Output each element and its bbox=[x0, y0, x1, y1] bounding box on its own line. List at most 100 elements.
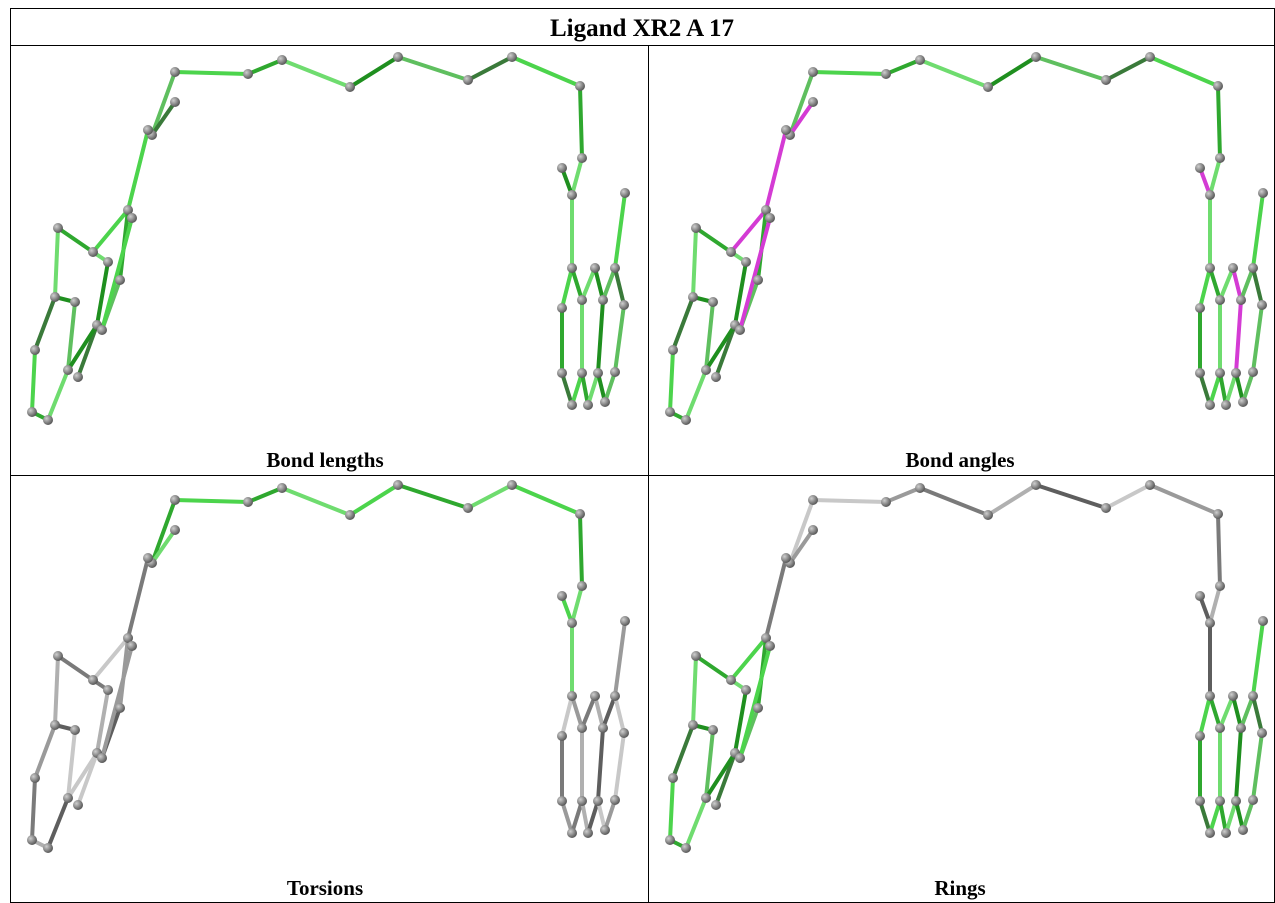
atom bbox=[1101, 503, 1111, 513]
bond bbox=[764, 128, 788, 212]
atom bbox=[915, 483, 925, 493]
bond bbox=[788, 498, 815, 565]
atom bbox=[243, 69, 253, 79]
atom bbox=[127, 213, 137, 223]
atom bbox=[1205, 190, 1215, 200]
atom bbox=[619, 728, 629, 738]
atom bbox=[808, 495, 818, 505]
atom bbox=[1248, 795, 1258, 805]
atom bbox=[1215, 368, 1225, 378]
bond bbox=[1148, 55, 1220, 88]
bond bbox=[280, 486, 352, 517]
bond bbox=[33, 723, 57, 780]
bond bbox=[704, 751, 737, 800]
atom bbox=[610, 691, 620, 701]
bond bbox=[570, 694, 584, 730]
atom bbox=[761, 205, 771, 215]
bond bbox=[1198, 799, 1212, 835]
atom bbox=[345, 82, 355, 92]
atom bbox=[590, 691, 600, 701]
atom bbox=[726, 247, 736, 257]
bond bbox=[1218, 799, 1228, 835]
atom bbox=[88, 675, 98, 685]
bond bbox=[33, 295, 57, 352]
bond bbox=[738, 216, 772, 332]
bond bbox=[1231, 266, 1243, 302]
bond bbox=[704, 323, 737, 372]
atom bbox=[983, 82, 993, 92]
atom bbox=[741, 257, 751, 267]
bond bbox=[1239, 266, 1255, 302]
bond bbox=[714, 751, 737, 807]
bond bbox=[613, 266, 626, 307]
atom bbox=[688, 720, 698, 730]
atom bbox=[1195, 303, 1205, 313]
atom bbox=[567, 263, 577, 273]
atom bbox=[726, 675, 736, 685]
atom bbox=[277, 55, 287, 65]
atom bbox=[600, 397, 610, 407]
atom bbox=[63, 365, 73, 375]
bond bbox=[580, 694, 597, 730]
bond bbox=[66, 300, 77, 372]
atom bbox=[1238, 825, 1248, 835]
atom bbox=[915, 55, 925, 65]
atom bbox=[50, 292, 60, 302]
atom bbox=[1205, 828, 1215, 838]
atom bbox=[557, 731, 567, 741]
atom bbox=[1213, 509, 1223, 519]
bond bbox=[596, 726, 605, 803]
atom bbox=[1257, 300, 1267, 310]
bond bbox=[684, 796, 708, 850]
bond bbox=[1218, 371, 1228, 407]
atom bbox=[1258, 188, 1268, 198]
atom bbox=[1205, 691, 1215, 701]
atom bbox=[701, 793, 711, 803]
atom bbox=[983, 510, 993, 520]
atom bbox=[463, 503, 473, 513]
bond bbox=[150, 528, 177, 565]
bond bbox=[1251, 619, 1265, 698]
bond bbox=[671, 723, 695, 780]
atom bbox=[507, 480, 517, 490]
atom bbox=[73, 800, 83, 810]
atom bbox=[1236, 295, 1246, 305]
bond bbox=[601, 266, 617, 302]
atom bbox=[567, 828, 577, 838]
bond bbox=[53, 654, 60, 727]
bond bbox=[126, 556, 150, 640]
atom bbox=[53, 651, 63, 661]
bond bbox=[671, 295, 695, 352]
atom bbox=[691, 651, 701, 661]
atom bbox=[1205, 618, 1215, 628]
bond bbox=[613, 191, 627, 270]
bond bbox=[246, 58, 284, 76]
atom bbox=[1231, 796, 1241, 806]
bond bbox=[76, 323, 99, 379]
atom bbox=[30, 773, 40, 783]
atom bbox=[668, 345, 678, 355]
atom bbox=[103, 257, 113, 267]
panel-label: Torsions bbox=[287, 876, 363, 900]
atom bbox=[143, 125, 153, 135]
title: Ligand XR2 A 17 bbox=[550, 15, 734, 42]
bond bbox=[668, 348, 675, 414]
bond bbox=[100, 644, 134, 760]
atom bbox=[577, 295, 587, 305]
atom bbox=[73, 372, 83, 382]
bond bbox=[811, 70, 888, 76]
atom bbox=[711, 800, 721, 810]
bond bbox=[396, 483, 470, 510]
bond bbox=[510, 55, 582, 88]
bond bbox=[150, 100, 177, 137]
bond bbox=[1208, 584, 1222, 625]
atom bbox=[557, 163, 567, 173]
bond bbox=[668, 776, 675, 842]
bond bbox=[733, 688, 748, 755]
atom bbox=[1031, 480, 1041, 490]
bond bbox=[510, 483, 582, 516]
atom bbox=[53, 223, 63, 233]
bond bbox=[1224, 371, 1238, 407]
atom bbox=[43, 843, 53, 853]
